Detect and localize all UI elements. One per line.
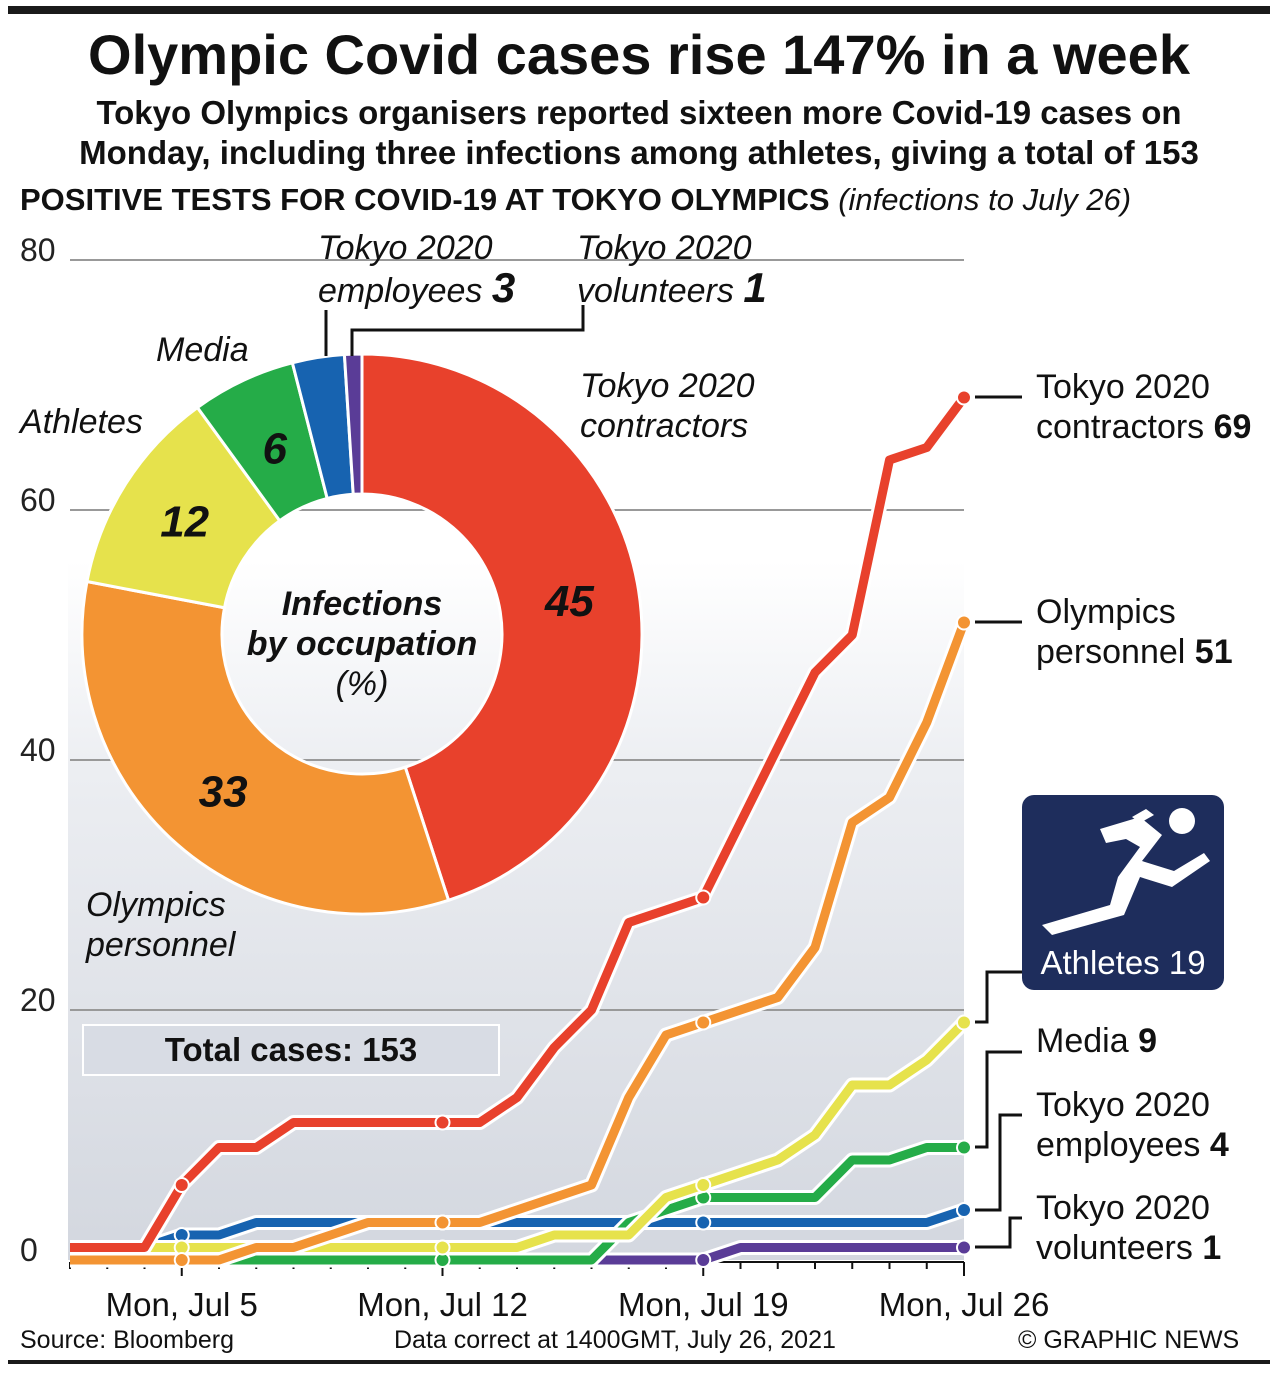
athletes-badge: Athletes 19	[1022, 795, 1224, 990]
top-rule	[8, 6, 1270, 14]
y-tick-label: 60	[20, 482, 56, 518]
bottom-rule	[8, 1360, 1270, 1364]
series-line-olympics-personnel	[70, 620, 969, 1265]
data-point	[434, 1114, 451, 1131]
pie-slice-tokyo-2020-contractors	[360, 352, 644, 903]
subtitle-line-1: Tokyo Olympics organisers reported sixte…	[96, 94, 1182, 131]
data-point	[695, 889, 712, 906]
x-tick-label: Mon, Jul 12	[357, 1286, 528, 1323]
credit-text: © GRAPHIC NEWS	[1018, 1326, 1240, 1354]
end-label-contractors: Tokyo 2020 contractors 69	[1036, 368, 1252, 446]
data-point	[956, 1014, 972, 1031]
data-point	[956, 1239, 972, 1256]
pie-value-label: 6	[262, 425, 287, 474]
data-point	[956, 389, 972, 406]
pie-label-employees: Tokyo 2020 employees 3	[318, 229, 516, 311]
x-tick-label: Mon, Jul 5	[106, 1286, 258, 1323]
series-line-tokyo-2020-contractors	[70, 394, 968, 1252]
end-label-employees: Tokyo 2020 employees 4	[1036, 1086, 1229, 1164]
data-point	[695, 1177, 712, 1193]
y-tick-label: 40	[20, 732, 56, 768]
pie-value-label: 33	[199, 768, 248, 817]
y-tick-label: 0	[20, 1232, 38, 1268]
leader-volunteers	[350, 305, 585, 356]
data-point	[173, 1252, 190, 1268]
leader-employees-end	[975, 1113, 1022, 1212]
data-point	[173, 1177, 190, 1193]
pie-label-volunteers: Tokyo 2020 volunteers 1	[577, 229, 767, 311]
leader-volunteers-end	[975, 1216, 1022, 1249]
chart-title: Olympic Covid cases rise 147% in a week	[88, 23, 1190, 86]
pie-label-media: Media	[156, 331, 249, 369]
leader-lines	[324, 305, 1022, 1249]
data-point	[956, 1139, 972, 1156]
data-point	[695, 1252, 712, 1268]
y-tick-label: 20	[20, 982, 56, 1018]
series-line-athletes	[70, 1019, 968, 1252]
subtitle-line-2: Monday, including three infections among…	[79, 134, 1199, 171]
data-note: Data correct at 1400GMT, July 26, 2021	[394, 1326, 836, 1354]
source-text: Source: Bloomberg	[20, 1326, 235, 1354]
series-line-tokyo-2020-employees	[143, 1205, 966, 1252]
pie-slice-olympics-personnel	[80, 579, 451, 916]
heading-note: (infections to July 26)	[838, 182, 1132, 217]
running-athlete-icon	[1042, 808, 1210, 935]
leader-athletes	[975, 970, 1022, 1024]
x-tick-label: Mon, Jul 26	[879, 1286, 1050, 1323]
pie-label-personnel: Olympics personnel	[86, 886, 236, 964]
section-heading: POSITIVE TESTS FOR COVID-19 AT TOKYO OLY…	[20, 182, 1131, 218]
data-point	[695, 1014, 712, 1031]
leader-media	[975, 1050, 1022, 1149]
data-point	[434, 1214, 451, 1231]
end-label-volunteers: Tokyo 2020 volunteers 1	[1036, 1189, 1222, 1267]
pie-label-contractors: Tokyo 2020 contractors	[580, 367, 755, 445]
pie-value-label: 12	[160, 497, 209, 546]
data-point	[695, 1214, 712, 1231]
pie-label-athletes: Athletes	[20, 403, 143, 441]
pie-slice-athletes	[85, 405, 282, 610]
end-label-media: Media 9	[1036, 1022, 1157, 1060]
athletes-badge-label: Athletes 19	[1040, 944, 1206, 981]
heading-text: POSITIVE TESTS FOR COVID-19 AT TOKYO OLY…	[20, 182, 830, 217]
pie-slice-tokyo-2020-volunteers	[342, 352, 364, 496]
data-point	[434, 1239, 451, 1256]
y-tick-label: 80	[20, 232, 56, 268]
total-cases-box: Total cases: 153	[82, 1024, 500, 1076]
data-point	[956, 1202, 972, 1218]
x-tick-label: Mon, Jul 19	[618, 1286, 789, 1323]
end-label-personnel: Olympics personnel 51	[1036, 593, 1233, 671]
pie-center-label: Infections by occupation (%)	[246, 585, 478, 703]
data-point	[956, 614, 972, 631]
pie-value-label: 45	[544, 577, 594, 626]
